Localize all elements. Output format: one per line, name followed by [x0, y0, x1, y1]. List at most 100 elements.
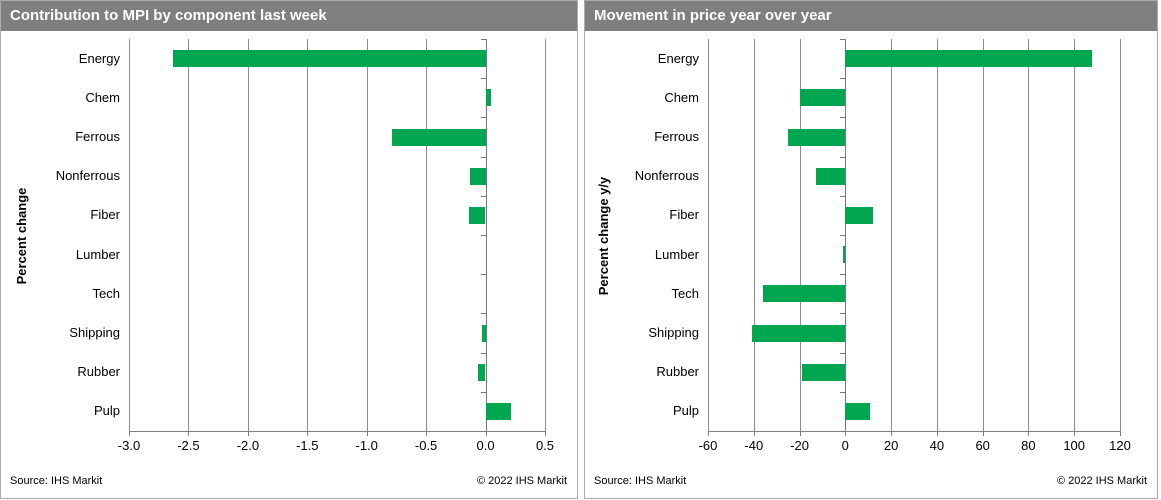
category-axis-tick — [480, 117, 486, 119]
category-axis-line — [845, 39, 847, 431]
x-tick-label: -40 — [744, 438, 764, 453]
gridline — [936, 39, 938, 431]
category-label: Pulp — [672, 403, 699, 419]
x-tick-label: 80 — [1021, 438, 1036, 453]
category-axis-tick — [480, 431, 486, 432]
bar — [845, 50, 1093, 68]
axis-tick — [129, 431, 130, 436]
axis-tick — [307, 431, 309, 436]
gridline — [753, 39, 755, 431]
category-axis-tick — [480, 274, 486, 276]
gridline — [1120, 39, 1121, 431]
chart-title-bar: Movement in price year over year — [585, 1, 1157, 31]
chart-panel-left: Contribution to MPI by component last we… — [0, 0, 578, 499]
x-tick-label: -3.0 — [117, 438, 141, 453]
axis-tick — [1120, 431, 1121, 436]
category-label: Nonferrous — [55, 168, 120, 184]
bar — [468, 206, 486, 224]
category-axis-tick — [480, 391, 486, 393]
x-tick-label: 100 — [1063, 438, 1086, 453]
category-label: Lumber — [75, 246, 120, 262]
gridline — [982, 39, 984, 431]
category-axis-tick — [840, 156, 846, 158]
bar — [173, 50, 486, 68]
category-label: Shipping — [69, 325, 120, 340]
gridline — [1028, 39, 1030, 431]
gridline — [426, 39, 428, 431]
category-axis-tick — [480, 39, 486, 40]
category-label: Chem — [85, 89, 120, 105]
bar — [788, 128, 846, 146]
category-label: Pulp — [93, 403, 120, 419]
axis-tick — [1028, 431, 1030, 436]
axis-tick — [982, 431, 984, 436]
x-tick-label: -0.5 — [414, 438, 438, 453]
category-label: Energy — [78, 50, 120, 66]
chart-title-bar: Contribution to MPI by component last we… — [1, 1, 577, 31]
category-axis-tick — [840, 78, 846, 80]
x-tick-label: 120 — [1109, 438, 1131, 453]
gridline — [708, 39, 709, 431]
category-axis-tick — [840, 195, 846, 197]
x-tick-label: 60 — [975, 438, 990, 453]
category-axis-tick — [480, 195, 486, 197]
axis-tick — [426, 431, 428, 436]
category-label: Tech — [671, 285, 699, 301]
copyright-label: © 2022 IHS Markit — [1056, 475, 1147, 487]
category-label: Energy — [657, 50, 699, 66]
bar — [751, 324, 846, 342]
x-tick-label: -1.5 — [296, 438, 319, 453]
axis-tick — [845, 431, 847, 436]
bar — [478, 363, 486, 381]
gridline — [1074, 39, 1076, 431]
gridline — [307, 39, 309, 431]
x-tick-label: -60 — [698, 438, 718, 453]
category-label: Shipping — [648, 325, 699, 340]
category-label: Rubber — [656, 364, 699, 380]
gridline — [891, 39, 893, 431]
category-label: Fiber — [90, 207, 120, 223]
gridline — [247, 39, 249, 431]
bar — [801, 363, 846, 381]
x-tick-label: -2.5 — [177, 438, 200, 453]
chart-title: Movement in price year over year — [594, 7, 832, 24]
category-axis-tick — [480, 78, 486, 80]
x-axis-line — [129, 431, 546, 432]
chart-panel-right: Movement in price year over year Percent… — [584, 0, 1158, 499]
axis-tick — [188, 431, 190, 436]
category-axis-tick — [840, 313, 846, 315]
category-axis-line — [485, 39, 487, 431]
bar — [482, 324, 486, 342]
category-axis-tick — [840, 235, 846, 236]
axis-tick — [1074, 431, 1076, 436]
gridline — [545, 39, 546, 431]
category-label: Ferrous — [654, 129, 699, 144]
axis-tick — [545, 431, 546, 436]
axis-tick — [485, 431, 487, 436]
x-tick-label: 0.0 — [476, 438, 495, 453]
gridline — [366, 39, 368, 431]
category-axis-tick — [480, 235, 486, 236]
bar — [815, 167, 846, 185]
category-label: Lumber — [654, 246, 699, 262]
category-label: Tech — [92, 285, 120, 301]
category-label: Fiber — [669, 207, 699, 223]
axis-tick — [247, 431, 249, 436]
x-tick-label: 0.5 — [535, 438, 555, 453]
category-label: Rubber — [77, 364, 120, 380]
category-label: Ferrous — [75, 129, 120, 144]
source-label: Source: IHS Markit — [594, 475, 687, 487]
x-tick-label: -20 — [790, 438, 809, 453]
bar — [391, 128, 486, 146]
category-axis-tick — [840, 39, 846, 40]
axis-tick — [753, 431, 755, 436]
bar — [485, 89, 492, 107]
plot-area: -60 -40 -20 0 20 40 60 80 100 120 Energy Chem Ferrou… — [585, 1, 1157, 498]
category-axis-tick — [840, 117, 846, 119]
bar — [762, 285, 846, 303]
category-label: Chem — [664, 89, 699, 105]
axis-tick — [799, 431, 801, 436]
x-tick-label: 40 — [929, 438, 945, 453]
x-tick-label: 0 — [841, 438, 849, 453]
